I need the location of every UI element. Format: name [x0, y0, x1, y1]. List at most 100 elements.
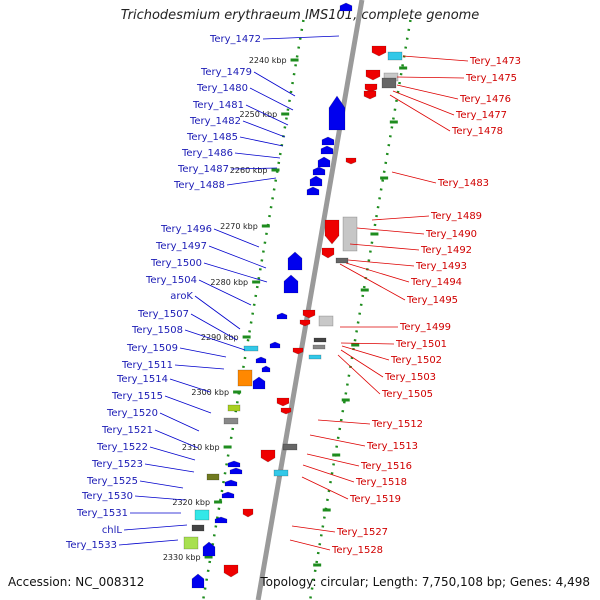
left-leader-line [169, 378, 211, 393]
reverse-gene-arrow [365, 69, 381, 81]
left-leader-line [174, 364, 225, 370]
left-leader-line [239, 136, 284, 147]
gene-block [313, 337, 327, 343]
right-leader-line [347, 259, 415, 267]
right-gene-label: Tery_1490 [425, 229, 477, 240]
right-leader-line [345, 262, 410, 283]
left-gene-label: Tery_1479 [200, 67, 252, 78]
reverse-gene-arrow [276, 397, 290, 407]
right-gene-label: Tery_1475 [465, 73, 517, 84]
forward-gene-arrow [276, 312, 288, 320]
right-leader-line [291, 525, 336, 533]
left-leader-line [159, 412, 200, 432]
forward-gene-arrow [214, 516, 228, 524]
ruler-tick-label: 2280 kbp [210, 278, 248, 287]
forward-gene-arrow [261, 365, 271, 373]
left-leader-line [234, 152, 281, 159]
right-leader-line [302, 464, 355, 483]
right-gene-label: Tery_1499 [399, 322, 451, 333]
ruler-tick-label: 2250 kbp [239, 110, 277, 119]
gene-block [243, 345, 259, 352]
left-gene-label: Tery_1481 [192, 100, 244, 111]
forward-gene-arrow [283, 274, 299, 294]
left-gene-label: Tery_1496 [160, 224, 212, 235]
gene-block [381, 77, 397, 89]
ruler-tick-label: 2320 kbp [172, 498, 210, 507]
left-gene-label: Tery_1523 [91, 459, 143, 470]
forward-gene-arrow [191, 573, 205, 589]
right-gene-label: Tery_1473 [469, 56, 521, 67]
left-gene-label: Tery_1515 [111, 391, 163, 402]
right-leader-line [301, 476, 349, 500]
left-leader-line [154, 429, 199, 449]
forward-gene-arrow [328, 95, 346, 131]
right-leader-line [306, 453, 360, 467]
reverse-gene-arrow [292, 347, 304, 355]
left-gene-label: Tery_1488 [173, 180, 225, 191]
left-leader-line [208, 245, 267, 269]
left-gene-label: Tery_1525 [86, 476, 138, 487]
forward-gene-arrow [306, 186, 320, 196]
right-leader-line [396, 76, 465, 79]
gene-block [183, 536, 199, 550]
ruler-layer: 2240 kbp 2250 kbp 2260 kbp 2270 kbp 2280 kbp… [163, 19, 412, 600]
left-gene-label: Tery_1511 [121, 360, 173, 371]
right-gene-label: Tery_1492 [420, 245, 472, 256]
gene-block [387, 51, 403, 61]
left-leader-line [213, 228, 260, 248]
forward-gene-arrow [252, 376, 266, 390]
right-gene-label: Tery_1503 [384, 372, 436, 383]
forward-gene-arrow [202, 541, 216, 557]
right-gene-label: Tery_1476 [459, 94, 511, 105]
left-leader-line [230, 167, 278, 170]
right-leader-line [340, 349, 384, 378]
gene-block [206, 473, 220, 481]
left-gene-label: Tery_1486 [181, 148, 233, 159]
ruler-tick-label: 2300 kbp [191, 388, 229, 397]
right-leader-line [371, 215, 430, 221]
right-gene-label: Tery_1495 [406, 295, 458, 306]
reverse-gene-arrow [280, 407, 292, 415]
gene-block [312, 344, 326, 350]
right-leader-line [392, 90, 455, 116]
right-leader-line [402, 55, 469, 62]
forward-gene-arrow [312, 166, 326, 176]
left-gene-label: Tery_1531 [76, 508, 128, 519]
left-gene-label: Tery_1521 [101, 425, 153, 436]
right-leader-line [391, 171, 437, 184]
right-gene-label: Tery_1519 [349, 494, 401, 505]
left-gene-label: Tery_1485 [186, 132, 238, 143]
right-gene-label: Tery_1501 [395, 339, 447, 350]
left-leader-line [198, 279, 252, 306]
ruler-tick-label: 2270 kbp [220, 222, 258, 231]
outer-ruler [308, 19, 412, 600]
ruler-tick-label: 2330 kbp [163, 553, 201, 562]
forward-gene-arrow [229, 467, 243, 475]
left-gene-label: Tery_1507 [137, 309, 189, 320]
left-gene-label: Tery_1508 [131, 325, 183, 336]
gene-block [223, 417, 239, 425]
reverse-gene-arrow [364, 83, 378, 93]
gene-block [273, 469, 289, 477]
right-gene-label: Tery_1494 [410, 277, 462, 288]
left-gene-label: chlL [102, 525, 123, 536]
right-leader-line [339, 263, 406, 301]
right-leader-line [309, 434, 366, 447]
forward-gene-arrow [309, 175, 323, 187]
right-leader-line [349, 243, 420, 251]
reverse-gene-arrow [260, 449, 276, 463]
left-leader-line [249, 87, 294, 111]
left-gene-label: Tery_1514 [116, 374, 168, 385]
left-leader-line [139, 480, 184, 489]
right-leader-line [341, 345, 390, 361]
forward-gene-arrow [317, 156, 331, 168]
left-leader-line [134, 495, 186, 501]
forward-gene-arrow [339, 2, 353, 12]
left-leader-line [149, 446, 196, 461]
gene-block [227, 404, 241, 412]
left-leader-line [144, 463, 195, 473]
left-gene-label: Tery_1530 [81, 491, 133, 502]
forward-gene-arrow [227, 460, 241, 468]
left-gene-label: Tery_1472 [209, 34, 261, 45]
